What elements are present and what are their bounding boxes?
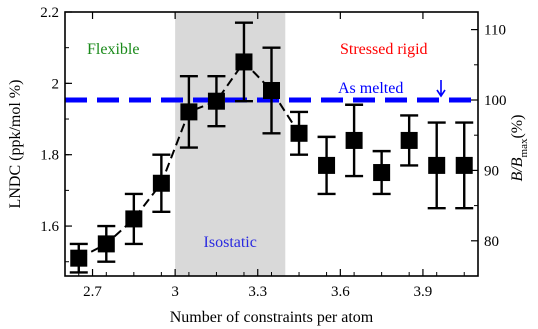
data-point <box>318 156 336 174</box>
y2-tick-label: 110 <box>484 23 506 39</box>
y2-tick-label: 90 <box>484 163 499 179</box>
data-point <box>180 103 198 121</box>
data-point <box>207 92 225 110</box>
y2-tick-label: 100 <box>484 93 507 109</box>
data-point <box>290 124 308 142</box>
x-tick-label: 3 <box>171 284 179 300</box>
x-axis-title: Number of constraints per atom <box>170 309 374 326</box>
y-tick-label: 2 <box>52 76 60 92</box>
as-melted-arrow-icon <box>436 80 446 98</box>
axis-ticks: 2.7 3 3.3 3.6 3.9 1.6 1.8 2 2.2 80 90 100 110 <box>40 5 506 300</box>
y-tick-label: 2.2 <box>40 5 59 21</box>
x-tick-label: 3.9 <box>414 284 433 300</box>
y2-axis-title-main: B/B <box>509 157 526 181</box>
data-point <box>400 131 418 149</box>
stressed-rigid-label: Stressed rigid <box>340 41 428 58</box>
flexible-label: Flexible <box>87 41 139 58</box>
y-tick-label: 1.6 <box>40 219 59 235</box>
x-tick-label: 2.7 <box>83 284 102 300</box>
isostatic-region <box>175 12 286 276</box>
data-point <box>70 249 88 267</box>
y2-tick-label: 80 <box>484 234 499 250</box>
data-point <box>263 81 280 99</box>
isostatic-label: Isostatic <box>204 234 257 251</box>
y-axis-title: LNDC (ppk/mol %) <box>7 80 24 209</box>
y-tick-label: 1.8 <box>40 148 59 164</box>
data-point <box>428 156 446 174</box>
data-point <box>125 210 143 228</box>
x-tick-label: 3.3 <box>248 284 267 300</box>
data-point <box>152 174 170 192</box>
data-point <box>97 235 115 253</box>
data-point <box>455 156 473 174</box>
data-point <box>235 53 253 71</box>
data-point <box>373 164 391 182</box>
data-point <box>345 131 363 149</box>
x-tick-label: 3.6 <box>331 284 350 300</box>
y2-axis-title-sub: max <box>518 138 530 157</box>
y2-axis-title-unit: (%) <box>509 115 526 139</box>
data-marks <box>69 21 474 274</box>
y2-axis-title: B/Bmax(%) <box>509 115 530 182</box>
as-melted-label: As melted <box>338 80 403 97</box>
